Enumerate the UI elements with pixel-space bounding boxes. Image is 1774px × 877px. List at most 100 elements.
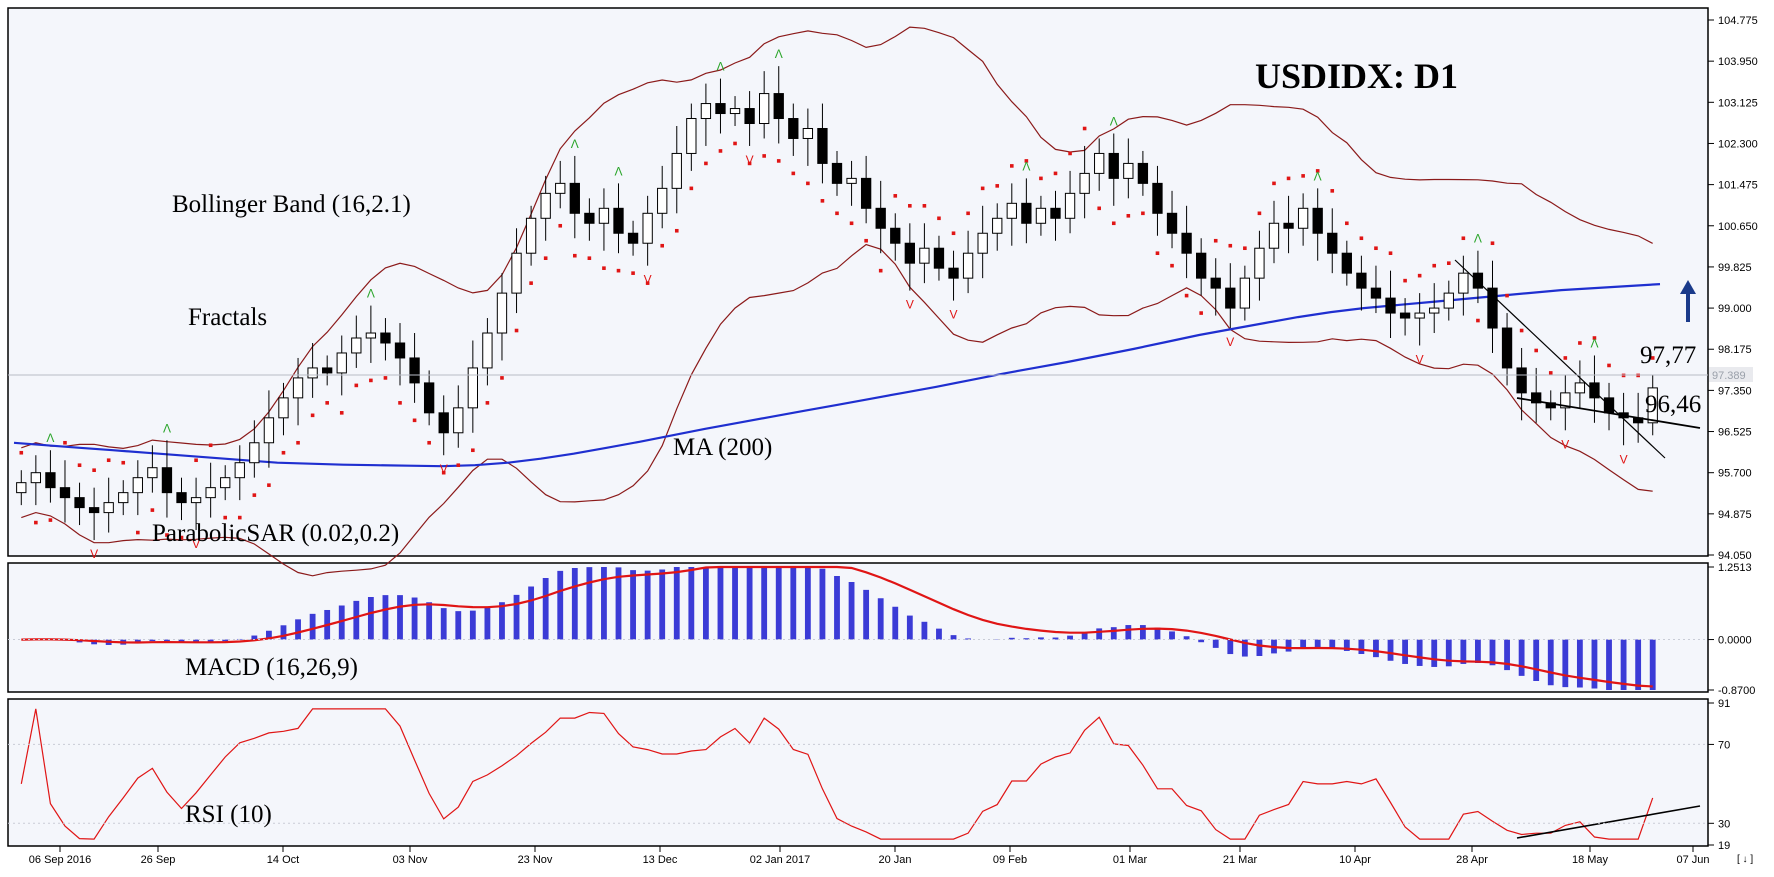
candle-body [1123,162,1134,179]
candle-body [147,467,158,479]
candle-body [205,487,216,499]
x-tick-label: 10 Apr [1339,854,1371,866]
fractal-up-marker: Λ [716,60,724,74]
rsi-y-tick-label: 30 [1718,818,1730,830]
sar-dot [835,211,839,216]
current-price-label: 97.389 [1712,370,1746,382]
sar-dot [1141,211,1145,216]
y-tick-label: 96.525 [1718,427,1752,439]
candle-body [846,177,857,184]
fractals-annotation: Fractals [188,304,267,331]
fractal-up-marker: Λ [367,287,375,301]
candle-body [1516,367,1527,394]
candle-body [598,207,610,224]
current-price-tag [1709,367,1753,382]
sar-dot [1461,236,1466,241]
x-tick-label: 07 Jun [1676,854,1709,866]
fractal-up-marker: Λ [614,164,622,178]
y-tick-label: 99.000 [1718,303,1752,315]
sar-dot [922,204,927,208]
sar-dot [19,450,24,455]
sar-dot [908,204,912,208]
y-tick-label: 102.300 [1718,138,1758,150]
candle-body [322,367,333,374]
candle-body [657,187,668,214]
sar-dot [252,493,257,497]
sar-dot [660,243,665,248]
candle-body [700,103,712,120]
candle-body [744,108,755,125]
y-tick-label: 99.825 [1718,262,1752,274]
fractal-up-marker: Λ [1590,336,1598,350]
candle-body [1006,202,1017,219]
fractal-down-marker: V [90,547,98,561]
sar-dot [485,401,490,405]
sar-dot [121,460,126,465]
x-tick-label: 18 May [1572,854,1609,866]
candle-body [729,108,741,115]
sar-dot [471,448,475,453]
up-arrow-icon [1680,280,1696,322]
candle-body [1443,292,1454,309]
rsi-y-tick-label: 19 [1718,840,1730,852]
candle-body [453,407,464,434]
sar-dot [1446,261,1451,265]
candle-body [1370,287,1382,299]
sar-dot [1126,213,1131,218]
macd-panel [7,562,1709,693]
candle-body [919,247,930,264]
candle-body [263,417,275,444]
main-price-panel [7,7,1709,557]
candle-body [234,462,245,479]
sar-dot [529,281,533,285]
y-tick-label: 101.475 [1718,180,1758,192]
rsi-annotation: RSI (10) [185,801,272,828]
sar-dot [398,401,402,405]
sar-dot [77,463,82,468]
candle-body [540,192,551,219]
candle-body [875,207,886,229]
candle-body [1341,252,1352,274]
sar-dot [1286,176,1291,181]
candle-body [336,352,347,374]
sar-dot [689,186,694,191]
candle-body [380,332,391,344]
candle-body [249,442,260,464]
candle-body [176,492,187,504]
sar-dot [543,256,548,260]
fractal-up-marker: Λ [1110,114,1118,128]
fractal-down-marker: V [1561,437,1569,451]
candle-body [860,177,872,209]
candle-body [1268,222,1280,249]
sar-dot [1505,293,1509,298]
fractal-down-marker: V [1620,452,1628,466]
sar-dot [776,159,781,163]
sar-dot [573,253,577,258]
sar-dot [208,443,213,448]
sar-dot [150,508,155,512]
sar-dot [237,515,242,520]
support-line-value: 96,46 [1645,391,1701,418]
sar-dot [1607,363,1611,368]
candle-body [977,232,988,254]
sar-dot [267,483,271,487]
candle-body [1094,152,1105,174]
sar-dot [1592,336,1597,340]
candle-body [1195,252,1207,279]
sar-dot [325,401,329,405]
sar-dot [194,458,198,463]
corner-scale-button[interactable]: [ ↓ ] [1737,854,1753,865]
candle-body [904,242,915,264]
candle-body [933,247,945,269]
candle-body [220,477,231,489]
sar-dot [1519,328,1524,333]
candle-body [1021,202,1032,224]
fractal-down-marker: V [906,298,914,312]
sar-dot [1476,318,1480,323]
fractal-down-marker: V [440,462,448,476]
candle-body [831,162,843,184]
candle-body [1574,382,1586,394]
candle-body [1385,297,1396,314]
rsi-trendline [1516,805,1701,839]
candle-body [1531,392,1542,404]
